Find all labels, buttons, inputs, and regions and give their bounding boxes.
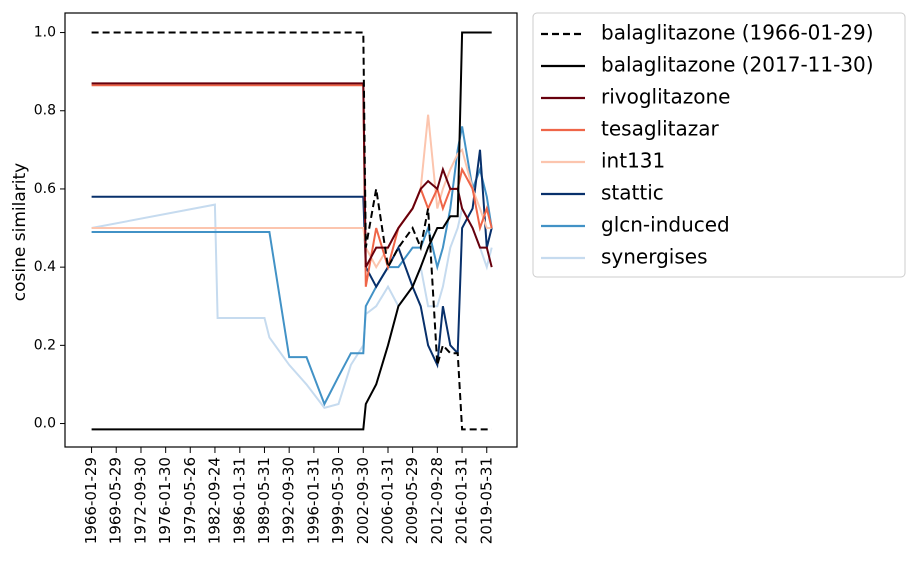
legend-label: balaglitazone (1966-01-29) <box>601 21 874 45</box>
x-tick-label: 1976-01-30 <box>156 457 174 544</box>
y-tick-label: 0.0 <box>34 416 56 432</box>
legend-label: int131 <box>601 149 665 173</box>
x-tick-label: 2016-01-31 <box>453 457 471 544</box>
x-tick-label: 1996-01-31 <box>304 457 322 544</box>
legend-label: glcn-induced <box>601 213 730 237</box>
x-tick-label: 1966-01-29 <box>82 457 100 544</box>
legend-label: balaglitazone (2017-11-30) <box>601 53 874 77</box>
y-tick-label: 0.8 <box>34 103 56 119</box>
x-tick-label: 1989-05-31 <box>255 457 273 544</box>
y-axis-label: cosine similarity <box>10 163 30 301</box>
y-tick-label: 0.6 <box>34 181 56 197</box>
x-tick-label: 2006-01-31 <box>378 457 396 544</box>
y-tick-label: 0.4 <box>34 259 56 275</box>
series-line <box>91 31 492 431</box>
x-tick-label: 1982-09-24 <box>205 457 223 544</box>
series-line <box>91 84 493 287</box>
legend-label: rivoglitazone <box>601 85 730 109</box>
x-tick-label: 1986-01-31 <box>230 457 248 544</box>
x-tick-label: 1972-09-30 <box>131 457 149 544</box>
x-tick-label: 1999-05-30 <box>329 457 347 544</box>
plot-frame <box>64 12 518 448</box>
x-tick-label: 2002-09-30 <box>354 457 372 544</box>
series-line <box>91 82 493 268</box>
x-tick-label: 1979-05-26 <box>181 457 199 544</box>
legend-label: stattic <box>601 181 664 205</box>
legend-label: tesaglitazar <box>601 117 719 141</box>
legend-frame <box>532 12 906 278</box>
y-tick-label: 0.2 <box>34 337 56 353</box>
series-line <box>91 31 492 431</box>
x-tick-label: 2009-05-29 <box>403 457 421 544</box>
x-tick-label: 2019-05-31 <box>477 457 495 544</box>
series-line <box>91 203 493 410</box>
series-line <box>91 126 493 407</box>
x-tick-label: 1992-09-30 <box>280 457 298 544</box>
x-tick-label: 1969-05-29 <box>107 457 125 544</box>
x-tick-label: 2012-09-28 <box>428 457 446 544</box>
y-tick-label: 1.0 <box>34 25 56 41</box>
legend-label: synergises <box>601 245 708 269</box>
